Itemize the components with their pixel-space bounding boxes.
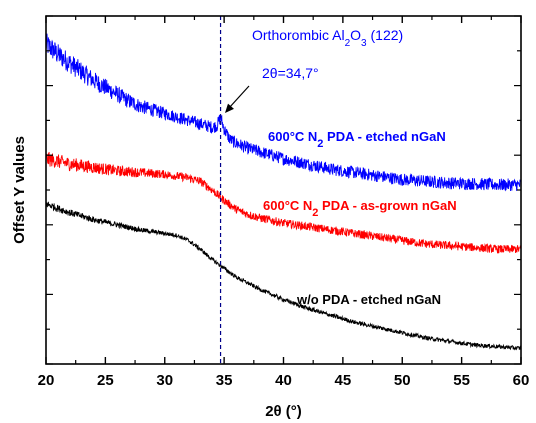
phase-text-post: (122) — [367, 27, 404, 43]
series-label-0: 600°C N2 PDA - etched nGaN — [268, 129, 446, 150]
x-axis-title: 2θ (°) — [265, 403, 302, 420]
x-tick-label: 30 — [156, 372, 173, 389]
x-tick-label: 40 — [275, 372, 292, 389]
y-axis-title: Offset Y values — [11, 136, 28, 244]
x-tick-label: 60 — [513, 372, 530, 389]
x-tick-label: 45 — [335, 372, 352, 389]
series-line-1 — [45, 151, 522, 254]
x-tick-label: 25 — [97, 372, 114, 389]
phase-text-sub2: 3 — [361, 38, 367, 49]
series-labels: 600°C N2 PDA - etched nGaN 600°C N2 PDA -… — [263, 129, 457, 307]
series-line-2 — [45, 201, 522, 351]
phase-text-mid: O — [350, 27, 361, 43]
peak-arrow-head — [225, 103, 234, 113]
series-layer — [45, 33, 522, 351]
y-axis-ticks — [46, 15, 521, 365]
x-tick-label: 50 — [394, 372, 411, 389]
phase-text-sub1: 2 — [345, 38, 351, 49]
x-axis-ticks: 20 25 30 35 40 45 50 55 60 — [38, 16, 530, 389]
x-tick-label: 55 — [453, 372, 470, 389]
x-tick-label: 35 — [216, 372, 233, 389]
x-tick-label: 20 — [38, 372, 55, 389]
phase-text-pre: Orthorombic Al — [252, 27, 345, 43]
peak-position-annotation: 2θ=34,7° — [262, 65, 319, 81]
peak-arrow — [228, 85, 250, 109]
series-label-2: w/o PDA - etched nGaN — [296, 292, 441, 307]
phase-annotation: Orthorombic Al2O3 (122) — [252, 27, 403, 49]
series-label-1: 600°C N2 PDA - as-grown nGaN — [263, 198, 457, 219]
series-line-0 — [45, 33, 522, 192]
